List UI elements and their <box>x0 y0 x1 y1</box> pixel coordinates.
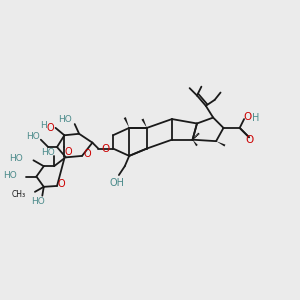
Text: HO: HO <box>26 132 40 141</box>
Text: HO: HO <box>41 148 55 158</box>
Text: O: O <box>244 112 252 122</box>
Text: O: O <box>83 148 91 158</box>
Text: HO: HO <box>31 197 45 206</box>
Text: HO: HO <box>58 116 72 124</box>
Text: OH: OH <box>110 178 125 188</box>
Text: H: H <box>40 121 47 130</box>
Text: O: O <box>47 123 54 133</box>
Text: O: O <box>101 143 110 154</box>
Text: O: O <box>246 135 254 145</box>
Text: O: O <box>58 179 65 189</box>
Polygon shape <box>193 140 198 146</box>
Text: HO: HO <box>4 171 17 180</box>
Text: HO: HO <box>9 154 23 163</box>
Text: H: H <box>252 112 260 123</box>
Polygon shape <box>216 141 225 146</box>
Text: O: O <box>64 147 72 158</box>
Text: CH₃: CH₃ <box>12 190 26 199</box>
Polygon shape <box>141 118 147 128</box>
Polygon shape <box>124 117 129 128</box>
